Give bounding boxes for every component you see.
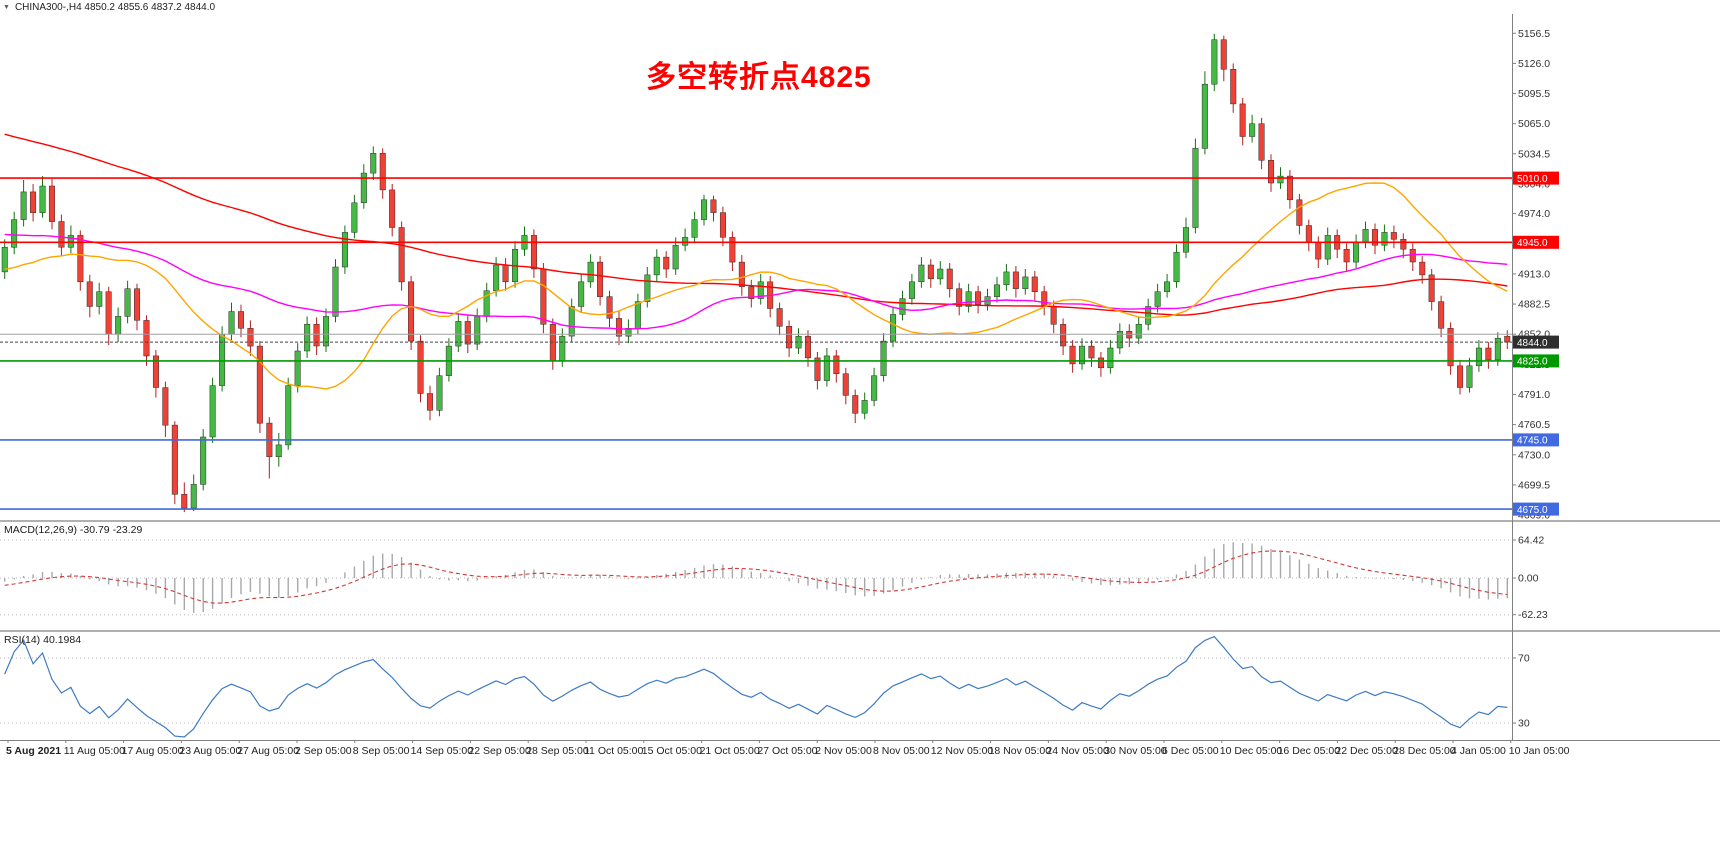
macd-grid: 64.42 0.00 -62.23	[0, 535, 1548, 621]
svg-text:30: 30	[1518, 718, 1530, 730]
price-axis-labels: 5156.55126.05095.55065.05034.55004.04974…	[1512, 28, 1550, 522]
rsi-line	[4, 635, 1508, 738]
ma-medium-line	[4, 233, 1508, 330]
svg-text:5156.5: 5156.5	[1518, 28, 1550, 40]
svg-text:4974.0: 4974.0	[1518, 208, 1550, 220]
rsi-value: 40.1984	[43, 634, 82, 646]
bid-price-badge: 4844.0	[1513, 335, 1559, 349]
rsi-name: RSI(14)	[4, 634, 41, 646]
macd-values: -30.79 -23.29	[79, 524, 143, 536]
svg-text:5034.5: 5034.5	[1518, 148, 1550, 160]
svg-text:16 Dec 05:00: 16 Dec 05:00	[1278, 745, 1341, 757]
svg-text:11 Oct 05:00: 11 Oct 05:00	[584, 745, 644, 757]
rsi-levels: 70 30	[0, 653, 1530, 730]
svg-text:12 Nov 05:00: 12 Nov 05:00	[931, 745, 994, 757]
svg-text:28 Sep 05:00: 28 Sep 05:00	[526, 745, 589, 757]
svg-text:4791.0: 4791.0	[1518, 389, 1550, 401]
symbol-ohlc-label: CHINA300-,H4 4850.2 4855.6 4837.2 4844.0	[14, 2, 216, 13]
annotation-text[interactable]: 多空转折点4825	[646, 61, 872, 94]
ma-slow-line	[4, 133, 1508, 316]
svg-text:4913.0: 4913.0	[1518, 268, 1550, 280]
svg-text:0.00: 0.00	[1518, 573, 1539, 585]
svg-text:-62.23: -62.23	[1518, 609, 1548, 621]
svg-text:11 Aug 05:00: 11 Aug 05:00	[64, 745, 125, 757]
svg-text:4945.0: 4945.0	[1517, 238, 1548, 249]
svg-text:4 Jan 05:00: 4 Jan 05:00	[1451, 745, 1506, 757]
svg-text:5065.0: 5065.0	[1518, 118, 1550, 130]
svg-text:15 Oct 05:00: 15 Oct 05:00	[642, 745, 702, 757]
svg-text:27 Aug 05:00: 27 Aug 05:00	[237, 745, 299, 757]
svg-text:4745.0: 4745.0	[1517, 436, 1548, 447]
svg-text:22 Sep 05:00: 22 Sep 05:00	[468, 745, 531, 757]
level-price-badge: 5010.0	[1513, 171, 1559, 185]
macd-signal-line	[4, 550, 1508, 604]
macd-label: MACD(12,26,9) -30.79 -23.29	[4, 524, 142, 536]
svg-text:24 Nov 05:00: 24 Nov 05:00	[1046, 745, 1109, 757]
level-price-badge: 4675.0	[1513, 502, 1559, 516]
svg-text:2 Sep 05:00: 2 Sep 05:00	[295, 745, 352, 757]
svg-text:28 Dec 05:00: 28 Dec 05:00	[1393, 745, 1456, 757]
svg-text:4844.0: 4844.0	[1517, 338, 1548, 349]
svg-text:22 Dec 05:00: 22 Dec 05:00	[1335, 745, 1398, 757]
svg-text:2 Nov 05:00: 2 Nov 05:00	[815, 745, 872, 757]
svg-text:17 Aug 05:00: 17 Aug 05:00	[122, 745, 184, 757]
macd-name: MACD(12,26,9)	[4, 524, 77, 536]
svg-text:4730.0: 4730.0	[1518, 449, 1550, 461]
svg-text:14 Sep 05:00: 14 Sep 05:00	[411, 745, 474, 757]
level-price-badge: 4745.0	[1513, 433, 1559, 447]
svg-text:4825.0: 4825.0	[1517, 357, 1548, 368]
svg-text:5095.5: 5095.5	[1518, 88, 1550, 100]
rsi-label: RSI(14) 40.1984	[4, 634, 81, 646]
svg-text:64.42: 64.42	[1518, 535, 1544, 547]
svg-text:27 Oct 05:00: 27 Oct 05:00	[757, 745, 817, 757]
svg-text:4699.5: 4699.5	[1518, 479, 1550, 491]
svg-text:8 Sep 05:00: 8 Sep 05:00	[353, 745, 410, 757]
svg-text:30 Nov 05:00: 30 Nov 05:00	[1104, 745, 1167, 757]
svg-text:5 Aug 2021: 5 Aug 2021	[6, 745, 61, 757]
svg-text:8 Nov 05:00: 8 Nov 05:00	[873, 745, 930, 757]
svg-text:5126.0: 5126.0	[1518, 58, 1550, 70]
level-price-badge: 4945.0	[1513, 235, 1559, 249]
svg-text:5010.0: 5010.0	[1517, 174, 1548, 185]
collapse-arrow-icon[interactable]: ▼	[3, 4, 10, 11]
svg-text:4882.5: 4882.5	[1518, 299, 1550, 311]
svg-text:4760.5: 4760.5	[1518, 419, 1550, 431]
svg-text:10 Dec 05:00: 10 Dec 05:00	[1220, 745, 1283, 757]
candles	[1, 33, 1511, 513]
level-price-badge: 4825.0	[1513, 354, 1559, 368]
macd-histogram	[3, 542, 1509, 613]
svg-text:70: 70	[1518, 653, 1530, 665]
svg-text:6 Dec 05:00: 6 Dec 05:00	[1162, 745, 1219, 757]
svg-text:21 Oct 05:00: 21 Oct 05:00	[700, 745, 760, 757]
svg-text:18 Nov 05:00: 18 Nov 05:00	[989, 745, 1052, 757]
svg-text:4675.0: 4675.0	[1517, 505, 1548, 516]
chart-header: ▼ CHINA300-,H4 4850.2 4855.6 4837.2 4844…	[3, 1, 215, 14]
svg-text:23 Aug 05:00: 23 Aug 05:00	[179, 745, 241, 757]
svg-text:10 Jan 05:00: 10 Jan 05:00	[1509, 745, 1570, 757]
